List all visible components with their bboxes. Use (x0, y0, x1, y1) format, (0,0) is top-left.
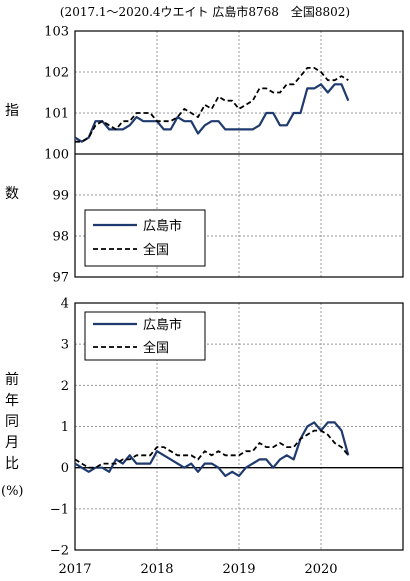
bottom-ylabel-unit: (%) (1, 484, 24, 499)
chart1-ytick-label: 103 (44, 25, 69, 40)
bottom-ylabel-char-2: 年 (5, 393, 19, 409)
chart1-ytick-label: 98 (52, 230, 69, 245)
chart1-ytick-label: 102 (44, 66, 69, 81)
bottom-ylabel-char-4: 月 (5, 435, 19, 451)
bottom-ylabel-char-5: 比 (5, 456, 19, 472)
chart1-ytick-label: 101 (44, 107, 69, 122)
chart1-series-hiroshima-line (74, 83, 350, 143)
top-ylabel-char-2: 数 (5, 186, 19, 202)
chart-title: (2017.1～2020.4ウエイト 広島市8768 全国8802) (59, 5, 351, 19)
chart1-ytick-label: 99 (52, 189, 69, 204)
chart1-legend-label-hiroshima: 広島市 (143, 218, 182, 234)
xtick-label: 2018 (140, 562, 173, 577)
xtick-label: 2017 (58, 562, 91, 577)
chart2-legend-label-hiroshima: 広島市 (143, 317, 182, 333)
chart2-ytick-label: 4 (61, 297, 69, 312)
chart2-ytick-label: 2 (61, 379, 69, 394)
chart1-legend-label-national: 全国 (143, 242, 169, 258)
chart2-legend-box (84, 311, 206, 361)
chart2-plot-frame (74, 302, 404, 551)
chart2-series-hiroshima-line (74, 421, 350, 477)
chart1-legend-box (84, 209, 206, 267)
chart2-ytick-label: 1 (61, 420, 69, 435)
bottom-ylabel-char-1: 前 (5, 372, 19, 388)
chart1-series-national-line (75, 67, 349, 143)
chart2-ytick-label: −1 (50, 502, 69, 517)
top-ylabel-char-1: 指 (5, 103, 19, 119)
bottom-ylabel-char-3: 同 (5, 414, 19, 430)
chart2-ytick-label: 0 (61, 461, 69, 476)
chart2-ytick-label: 3 (61, 338, 69, 353)
chart1-ytick-label: 100 (44, 148, 69, 163)
chart2-ytick-label: −2 (50, 544, 69, 559)
chart2-legend-label-national: 全国 (143, 340, 169, 356)
xtick-label: 2020 (304, 562, 337, 577)
chart1-ytick-label: 97 (52, 271, 69, 286)
xtick-label: 2019 (222, 562, 255, 577)
chart2-series-national-line (74, 429, 349, 469)
chart1-plot-frame (74, 30, 404, 278)
